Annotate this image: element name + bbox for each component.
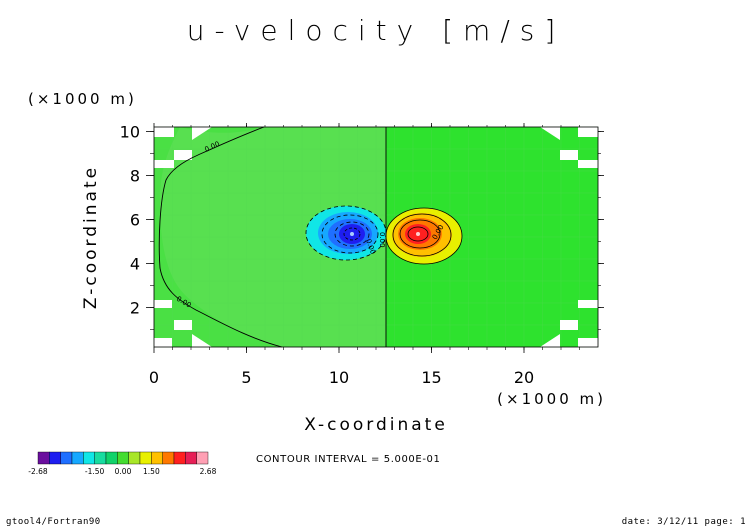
min-vortex <box>305 205 387 261</box>
x-tick-label: 10 <box>329 368 349 387</box>
x-axis-label: X-coordinate <box>304 415 448 435</box>
footer-left: gtool4/Fortran90 <box>6 517 101 527</box>
colorbar-swatch <box>196 451 209 465</box>
max-vortex <box>385 207 463 265</box>
colorbar <box>37 451 209 465</box>
y-axis: 2 4 6 8 10 <box>120 122 604 330</box>
colorbar-swatch <box>83 451 95 465</box>
colorbar-swatch <box>37 451 50 465</box>
colorbar-tick-label: 1.50 <box>143 467 160 476</box>
chart-title: u-velocity [m/s] <box>187 14 566 47</box>
y-tick-label: 6 <box>130 210 140 229</box>
contour-interval: CONTOUR INTERVAL = 5.000E-01 <box>256 454 440 465</box>
colorbar-swatch <box>151 451 163 465</box>
x-unit-label: (×1000 m) <box>497 390 606 408</box>
footer-right: date: 3/12/11 page: 1 <box>621 517 746 527</box>
y-unit-label: (×1000 m) <box>28 90 137 108</box>
colorbar-swatch <box>71 451 84 465</box>
colorbar-swatch <box>128 451 141 465</box>
colorbar-labels: -2.68 -1.50 0.00 1.50 2.68 <box>28 467 216 476</box>
zero-contours <box>158 126 387 348</box>
colorbar-swatch <box>94 451 107 465</box>
colorbar-tick-label: 2.68 <box>200 467 217 476</box>
x-axis: 0 5 10 15 20 <box>149 123 580 387</box>
x-tick-label: 5 <box>241 368 251 387</box>
colorbar-tick-label: -2.68 <box>28 467 48 476</box>
colorbar-swatch <box>60 451 73 465</box>
colorbar-tick-label: -1.50 <box>85 467 105 476</box>
y-axis-label: Z-coordinate <box>81 165 101 309</box>
y-tick-label: 4 <box>130 254 140 273</box>
y-tick-label: 2 <box>130 298 140 317</box>
colorbar-swatch <box>173 451 186 465</box>
contour-label: 0.00 <box>378 232 386 248</box>
x-tick-label: 15 <box>421 368 441 387</box>
x-tick-label: 20 <box>514 368 534 387</box>
y-tick-label: 8 <box>130 166 140 185</box>
colorbar-swatch <box>105 451 118 465</box>
y-tick-label: 10 <box>120 122 140 141</box>
colorbar-swatch <box>117 451 129 465</box>
colorbar-swatch <box>185 451 197 465</box>
colorbar-tick-label: 0.00 <box>115 467 132 476</box>
colorbar-swatch <box>49 451 61 465</box>
corner-notches <box>154 127 598 347</box>
colorbar-swatch <box>162 451 175 465</box>
x-tick-label: 0 <box>149 368 159 387</box>
colorbar-swatch <box>139 451 152 465</box>
